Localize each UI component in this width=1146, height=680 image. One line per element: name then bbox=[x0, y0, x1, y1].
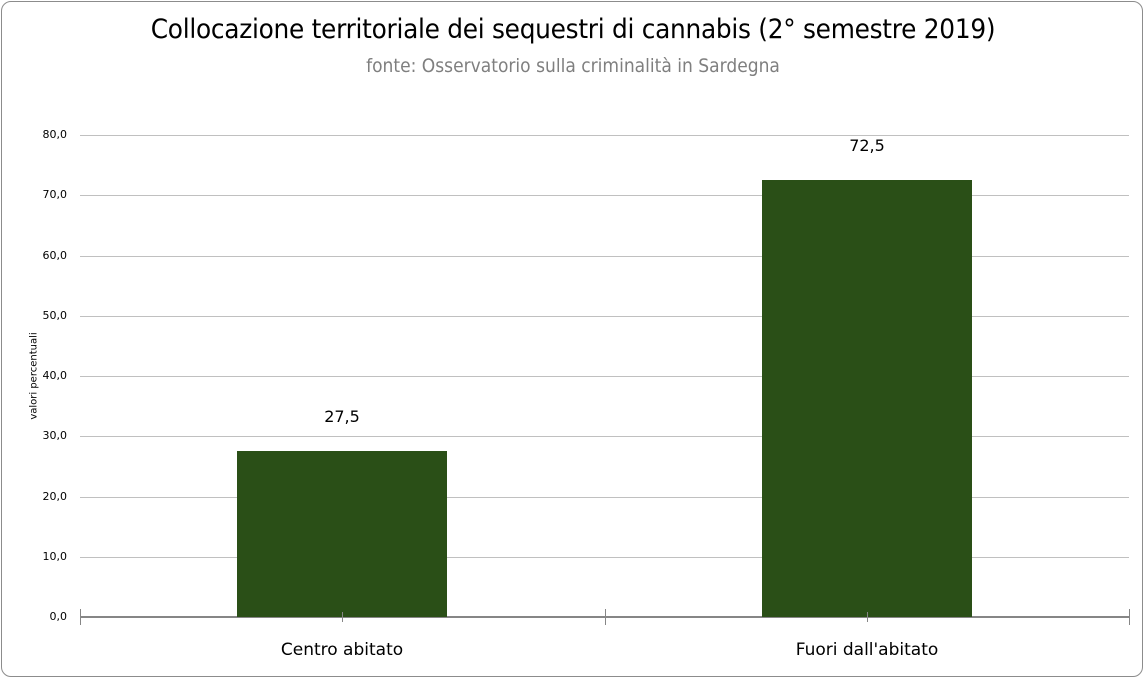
x-axis-tick bbox=[1129, 609, 1130, 625]
gridline bbox=[80, 316, 1129, 317]
x-axis-tick bbox=[605, 609, 606, 625]
x-category-label: Centro abitato bbox=[280, 640, 404, 660]
gridline bbox=[80, 497, 1129, 498]
bar-1[interactable] bbox=[237, 451, 447, 617]
y-tick-label: 0,0 bbox=[49, 610, 68, 623]
data-label: 72,5 bbox=[849, 136, 885, 155]
y-tick-label: 50,0 bbox=[42, 309, 68, 322]
gridline bbox=[80, 195, 1129, 196]
x-axis-tick bbox=[80, 609, 81, 625]
x-category-label: Fuori dall'abitato bbox=[795, 640, 939, 660]
y-tick-label: 70,0 bbox=[42, 188, 68, 201]
y-tick-label: 30,0 bbox=[42, 429, 68, 442]
bar-2[interactable] bbox=[762, 180, 972, 617]
x-axis-line bbox=[80, 616, 1129, 618]
gridline bbox=[80, 135, 1129, 136]
y-tick-label: 10,0 bbox=[42, 550, 68, 563]
gridline bbox=[80, 376, 1129, 377]
gridline bbox=[80, 436, 1129, 437]
y-tick-label: 20,0 bbox=[42, 490, 68, 503]
y-tick-label: 60,0 bbox=[42, 249, 68, 262]
gridline bbox=[80, 557, 1129, 558]
x-axis-center-tick bbox=[342, 612, 343, 622]
gridline bbox=[80, 256, 1129, 257]
y-tick-label: 80,0 bbox=[42, 128, 68, 141]
chart-subtitle: fonte: Osservatorio sulla criminalità in… bbox=[366, 55, 780, 77]
chart-title: Collocazione territoriale dei sequestri … bbox=[150, 14, 996, 45]
data-label: 27,5 bbox=[324, 407, 360, 426]
y-tick-label: 40,0 bbox=[42, 369, 68, 382]
x-axis-center-tick bbox=[867, 612, 868, 622]
